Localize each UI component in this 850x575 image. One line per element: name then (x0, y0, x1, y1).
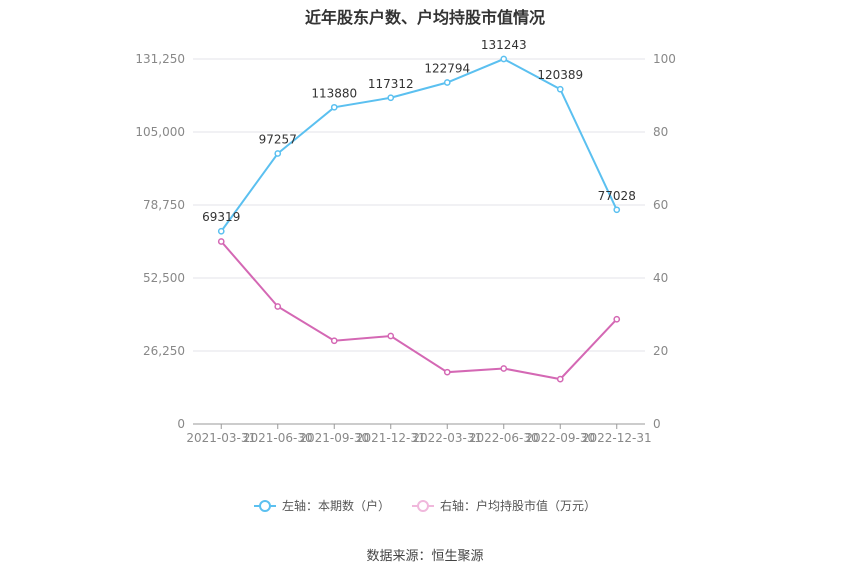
y-left-tick-label: 26,250 (143, 344, 185, 358)
data-point-right (217, 238, 225, 245)
legend-item-left-series[interactable]: 左轴：本期数（户） (253, 497, 390, 514)
y-right-tick-label: 0 (653, 417, 661, 431)
legend-label-left: 左轴：本期数（户） (281, 499, 390, 513)
data-point-right (274, 303, 282, 310)
data-label: 69319 (202, 210, 240, 224)
series-line-left (220, 57, 618, 232)
data-point-left (274, 150, 282, 157)
data-label: 77028 (598, 189, 636, 203)
y-right-tick-label: 40 (653, 271, 668, 285)
legend-label-right: 右轴：户均持股市值（万元） (440, 499, 597, 513)
y-left-tick-label: 52,500 (143, 271, 185, 285)
data-point-left (330, 103, 338, 111)
y-left-tick-label: 0 (177, 417, 185, 431)
legend: 左轴：本期数（户） 右轴：户均持股市值（万元） (0, 497, 850, 514)
x-tick-label: 2021-09-30 (299, 431, 369, 445)
y-right-tick-label: 100 (653, 52, 676, 66)
y-right-tick-label: 80 (653, 125, 668, 139)
data-label: 122794 (424, 62, 470, 76)
data-label: 113880 (311, 86, 357, 100)
series-line-right (220, 240, 618, 381)
data-point-right (387, 332, 395, 340)
data-point-left (443, 79, 451, 86)
data-label: 120389 (537, 68, 583, 82)
data-label: 131243 (481, 38, 527, 52)
legend-item-right-series[interactable]: 右轴：户均持股市值（万元） (412, 497, 596, 514)
y-left-tick-label: 131,250 (135, 52, 185, 66)
x-tick-label: 2021-06-30 (243, 431, 313, 445)
x-tick-label: 2022-06-30 (469, 431, 539, 445)
x-tick-label: 2022-12-31 (582, 431, 652, 445)
data-label: 117312 (368, 77, 414, 91)
x-tick-label: 2022-03-31 (412, 431, 482, 445)
data-point-right (500, 365, 508, 372)
legend-marker-left (253, 499, 276, 512)
data-point-right (443, 368, 451, 376)
chart-title: 近年股东户数、户均持股市值情况 (304, 8, 545, 27)
source-note: 数据来源：恒生聚源 (366, 549, 484, 564)
data-point-left (500, 55, 508, 63)
y-right-tick-label: 20 (653, 344, 668, 358)
data-point-left (217, 227, 225, 235)
x-tick-label: 2022-09-30 (525, 431, 595, 445)
data-point-left (387, 94, 395, 102)
data-point-left (613, 206, 621, 214)
data-point-left (556, 85, 564, 93)
data-label: 97257 (259, 133, 297, 147)
y-left-tick-label: 105,000 (135, 125, 185, 139)
y-left-tick-label: 78,750 (143, 198, 185, 212)
legend-marker-right (412, 499, 434, 512)
data-point-right (556, 375, 564, 383)
x-tick-label: 2021-03-31 (186, 431, 256, 445)
x-tick-label: 2021-12-31 (356, 431, 426, 445)
data-point-right (613, 315, 621, 323)
data-point-right (330, 337, 338, 345)
y-right-tick-label: 60 (653, 198, 668, 212)
